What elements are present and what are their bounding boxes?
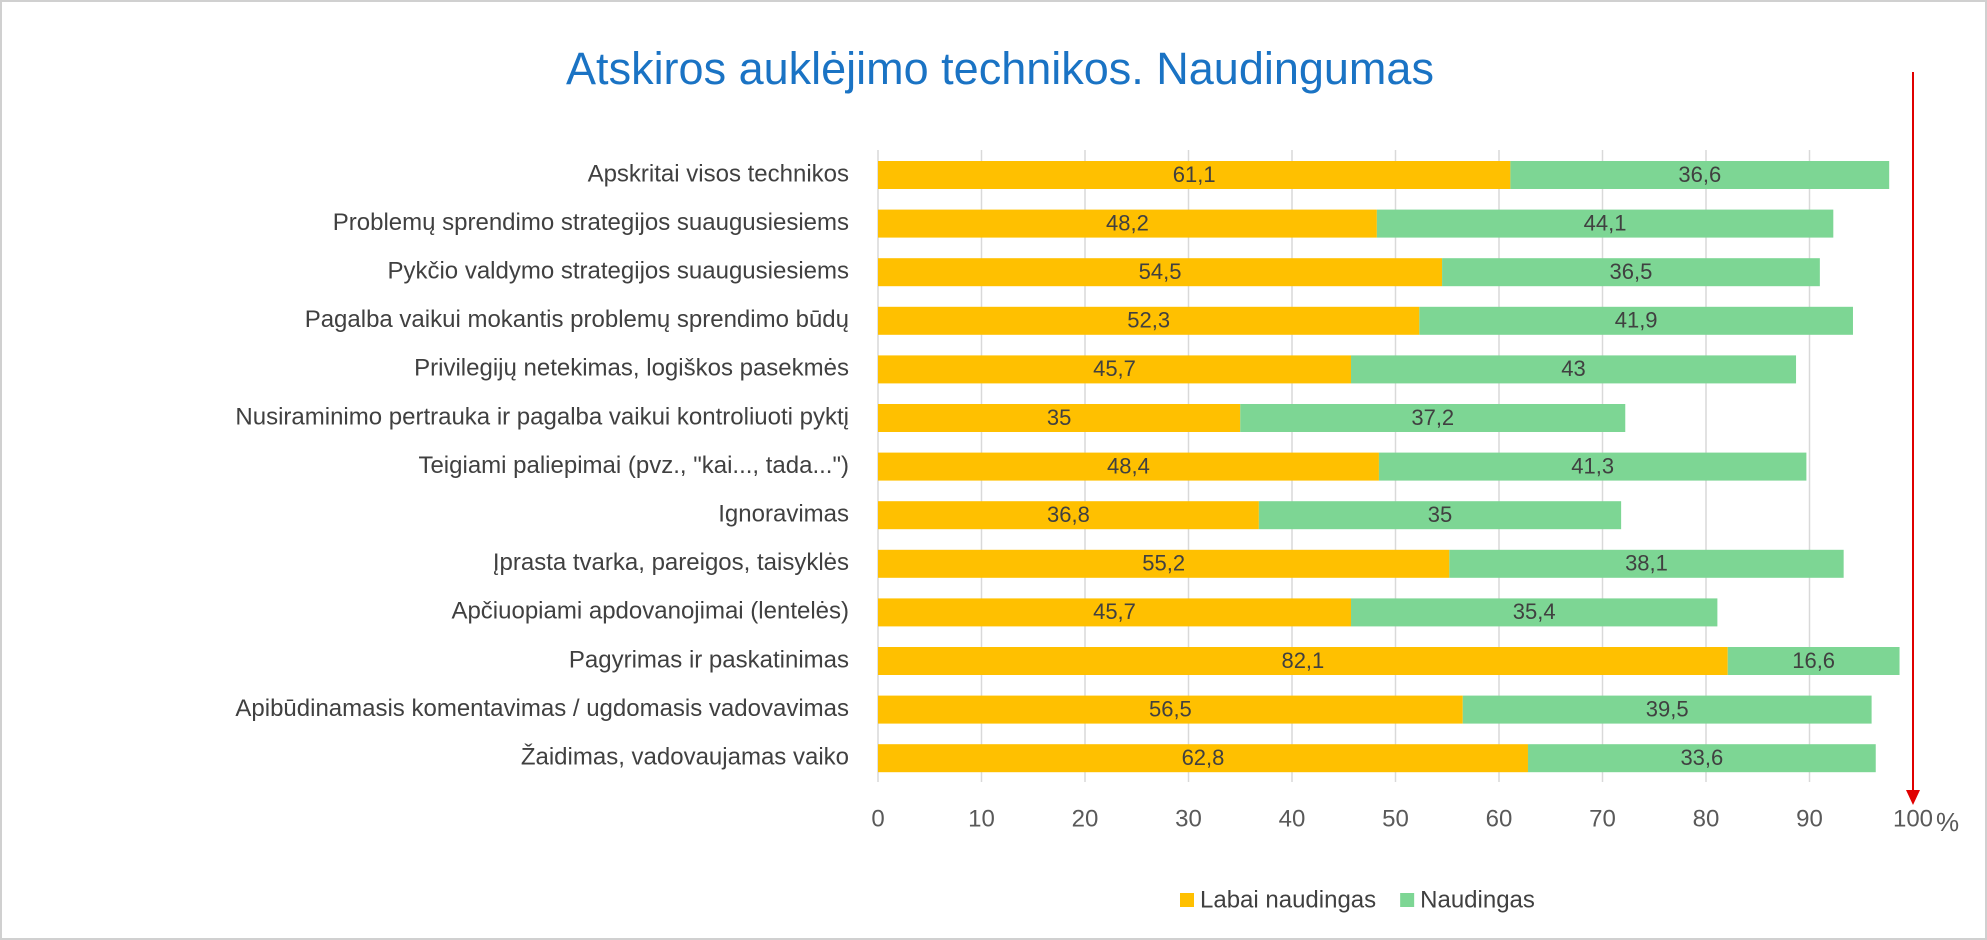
- bar-segment: [878, 306, 1420, 335]
- bar-segment: [878, 598, 1351, 627]
- bar-segment: [878, 549, 1450, 578]
- x-tick-label: 50: [1382, 805, 1409, 832]
- y-tick-label: Pagalba vaikui mokantis problemų sprendi…: [305, 306, 849, 333]
- bar-segment: [878, 404, 1241, 432]
- data-label: 36,6: [1678, 162, 1721, 187]
- data-label: 48,2: [1106, 210, 1149, 235]
- bar-segment: [1462, 695, 1872, 724]
- x-tick-label: 100: [1893, 805, 1933, 832]
- bar-segment: [1258, 501, 1622, 530]
- bar-segment: [878, 647, 1728, 675]
- x-unit: %: [1936, 807, 1959, 837]
- x-tick-label: 40: [1279, 805, 1306, 832]
- data-label: 43: [1561, 356, 1585, 381]
- bar-segment: [1350, 355, 1797, 384]
- bar-segment: [878, 452, 1379, 481]
- x-tick-label: 60: [1486, 805, 1513, 832]
- bar-segment: [1449, 549, 1844, 578]
- bar-segment: [878, 355, 1351, 384]
- y-tick-label: Teigiami paliepimai (pvz., "kai..., tada…: [418, 452, 849, 479]
- bar-segment: [878, 209, 1377, 238]
- bar-segment: [1727, 647, 1900, 675]
- bar-segment: [878, 161, 1511, 189]
- data-label: 52,3: [1127, 308, 1170, 333]
- x-tick-label: 90: [1796, 805, 1823, 832]
- bar-segment: [1510, 161, 1890, 189]
- y-tick-label: Įprasta tvarka, pareigos, taisyklės: [493, 549, 849, 576]
- data-label: 61,1: [1173, 162, 1216, 187]
- bar-segment: [1350, 598, 1718, 627]
- data-label: 41,3: [1571, 453, 1614, 478]
- data-label: 38,1: [1625, 551, 1668, 576]
- bar-segment: [878, 744, 1528, 773]
- data-label: 45,7: [1093, 599, 1136, 624]
- data-label: 36,5: [1610, 259, 1653, 284]
- bar-segment: [878, 501, 1259, 530]
- data-label: 35,4: [1513, 599, 1556, 624]
- y-tick-label: Apskritai visos technikos: [588, 160, 849, 187]
- data-label: 55,2: [1142, 551, 1185, 576]
- y-tick-label: Problemų sprendimo strategijos suaugusie…: [333, 209, 849, 236]
- data-label: 35: [1428, 502, 1452, 527]
- bar-segment: [878, 258, 1443, 287]
- data-label: 82,1: [1281, 648, 1324, 673]
- y-tick-label: Apibūdinamasis komentavimas / ugdomasis …: [235, 695, 849, 722]
- bar-segment: [1378, 452, 1807, 481]
- legend-swatch: [1400, 893, 1415, 907]
- data-label: 39,5: [1646, 696, 1689, 721]
- y-tick-label: Ignoravimas: [718, 501, 849, 528]
- x-tick-label: 10: [968, 805, 995, 832]
- chart-title: Atskiros auklėjimo technikos. Naudinguma…: [566, 43, 1434, 94]
- data-label: 54,5: [1139, 259, 1182, 284]
- legend-label: Labai naudingas: [1200, 886, 1376, 913]
- marker-arrowhead: [1906, 790, 1920, 805]
- bar-segment: [1527, 744, 1876, 773]
- data-label: 56,5: [1149, 696, 1192, 721]
- data-label: 48,4: [1107, 453, 1150, 478]
- data-label: 45,7: [1093, 356, 1136, 381]
- y-tick-label: Nusiraminimo pertrauka ir pagalba vaikui…: [235, 403, 849, 430]
- data-label: 16,6: [1792, 648, 1835, 673]
- y-tick-label: Privilegijų netekimas, logiškos pasekmės: [414, 355, 849, 382]
- legend-label: Naudingas: [1420, 886, 1535, 913]
- x-tick-label: 70: [1589, 805, 1616, 832]
- bar-segment: [1376, 209, 1834, 238]
- x-tick-label: 0: [871, 805, 884, 832]
- bar-segment: [1442, 258, 1820, 287]
- y-tick-label: Apčiuopiami apdovanojimai (lentelės): [451, 598, 849, 625]
- bar-segment: [1240, 404, 1626, 432]
- x-tick-label: 30: [1175, 805, 1202, 832]
- data-label: 44,1: [1584, 210, 1627, 235]
- y-tick-label: Pykčio valdymo strategijos suaugusiesiem…: [387, 258, 849, 285]
- data-label: 33,6: [1680, 745, 1723, 770]
- data-label: 35: [1047, 405, 1071, 430]
- x-tick-label: 20: [1072, 805, 1099, 832]
- data-label: 36,8: [1047, 502, 1090, 527]
- x-tick-label: 80: [1693, 805, 1720, 832]
- y-tick-label: Pagyrimas ir paskatinimas: [569, 646, 849, 673]
- data-label: 62,8: [1182, 745, 1225, 770]
- y-tick-label: Žaidimas, vadovaujamas vaiko: [521, 744, 849, 771]
- data-label: 41,9: [1615, 308, 1658, 333]
- data-label: 37,2: [1411, 405, 1454, 430]
- legend-swatch: [1180, 893, 1194, 907]
- bar-segment: [1419, 306, 1853, 335]
- bar-segment: [878, 695, 1463, 724]
